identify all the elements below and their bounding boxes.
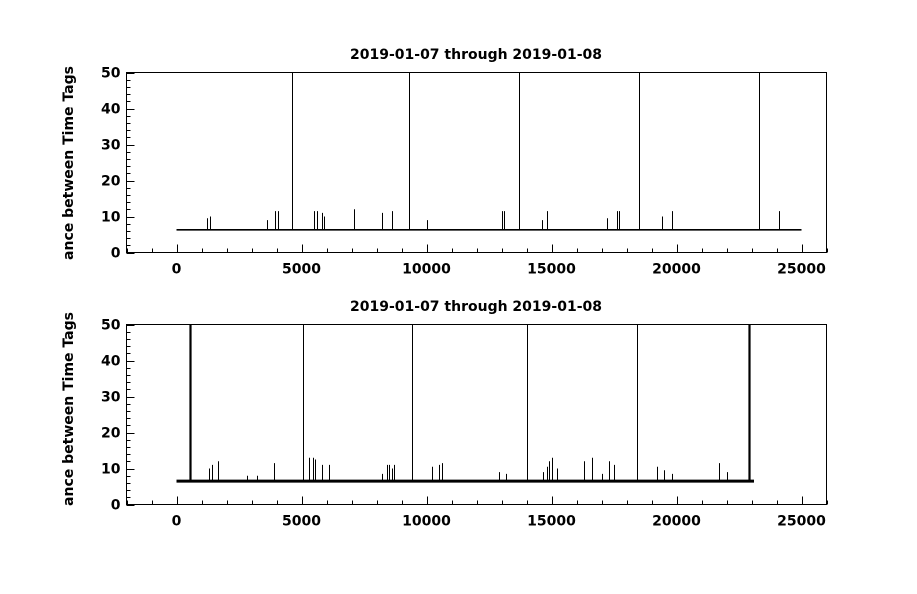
top-plot-y-axis-label: ance between Time Tags <box>61 66 77 260</box>
top-plot-x-tick-label: 10000 <box>402 262 451 278</box>
top-plot-y-tick-label: 30 <box>101 138 121 154</box>
bottom-plot-y-tick-label: 0 <box>111 498 121 514</box>
bottom-plot-y-axis-label: ance between Time Tags <box>61 312 77 506</box>
top-plot-panel: 2019-01-07 through 2019-01-08 ance betwe… <box>61 47 828 278</box>
bottom-plot-panel: 2019-01-07 through 2019-01-08 ance betwe… <box>61 299 828 530</box>
bottom-plot-y-tick-label: 30 <box>101 390 121 406</box>
bottom-plot-x-tick-label: 10000 <box>402 514 451 530</box>
top-plot-x-tick-label: 5000 <box>282 262 321 278</box>
top-plot-y-tick-label: 20 <box>101 174 121 190</box>
top-plot-y-tick-label: 0 <box>111 246 121 262</box>
bottom-plot-x-tick-label: 25000 <box>777 514 826 530</box>
top-plot-x-tick-label: 20000 <box>652 262 701 278</box>
bottom-plot-y-tick-label: 10 <box>101 462 121 478</box>
top-plot-title: 2019-01-07 through 2019-01-08 <box>350 47 602 63</box>
bottom-plot-x-tick-label: 15000 <box>527 514 576 530</box>
bottom-plot-y-tick-label: 20 <box>101 426 121 442</box>
top-plot-x-tick-label: 15000 <box>527 262 576 278</box>
top-plot-x-tick-label: 25000 <box>777 262 826 278</box>
top-plot-x-tick-label: 0 <box>172 262 182 278</box>
bottom-plot-y-tick-label: 40 <box>101 354 121 370</box>
top-plot-frame <box>126 72 827 253</box>
bottom-plot-x-tick-label: 20000 <box>652 514 701 530</box>
bottom-plot-x-tick-label: 0 <box>172 514 182 530</box>
top-plot-y-tick-label: 40 <box>101 102 121 118</box>
bottom-plot-x-tick-label: 5000 <box>282 514 321 530</box>
bottom-plot-frame <box>126 324 827 505</box>
top-plot-y-tick-label: 50 <box>101 66 121 82</box>
top-plot-y-tick-label: 10 <box>101 210 121 226</box>
bottom-plot-y-tick-label: 50 <box>101 318 121 334</box>
bottom-plot-title: 2019-01-07 through 2019-01-08 <box>350 299 602 315</box>
